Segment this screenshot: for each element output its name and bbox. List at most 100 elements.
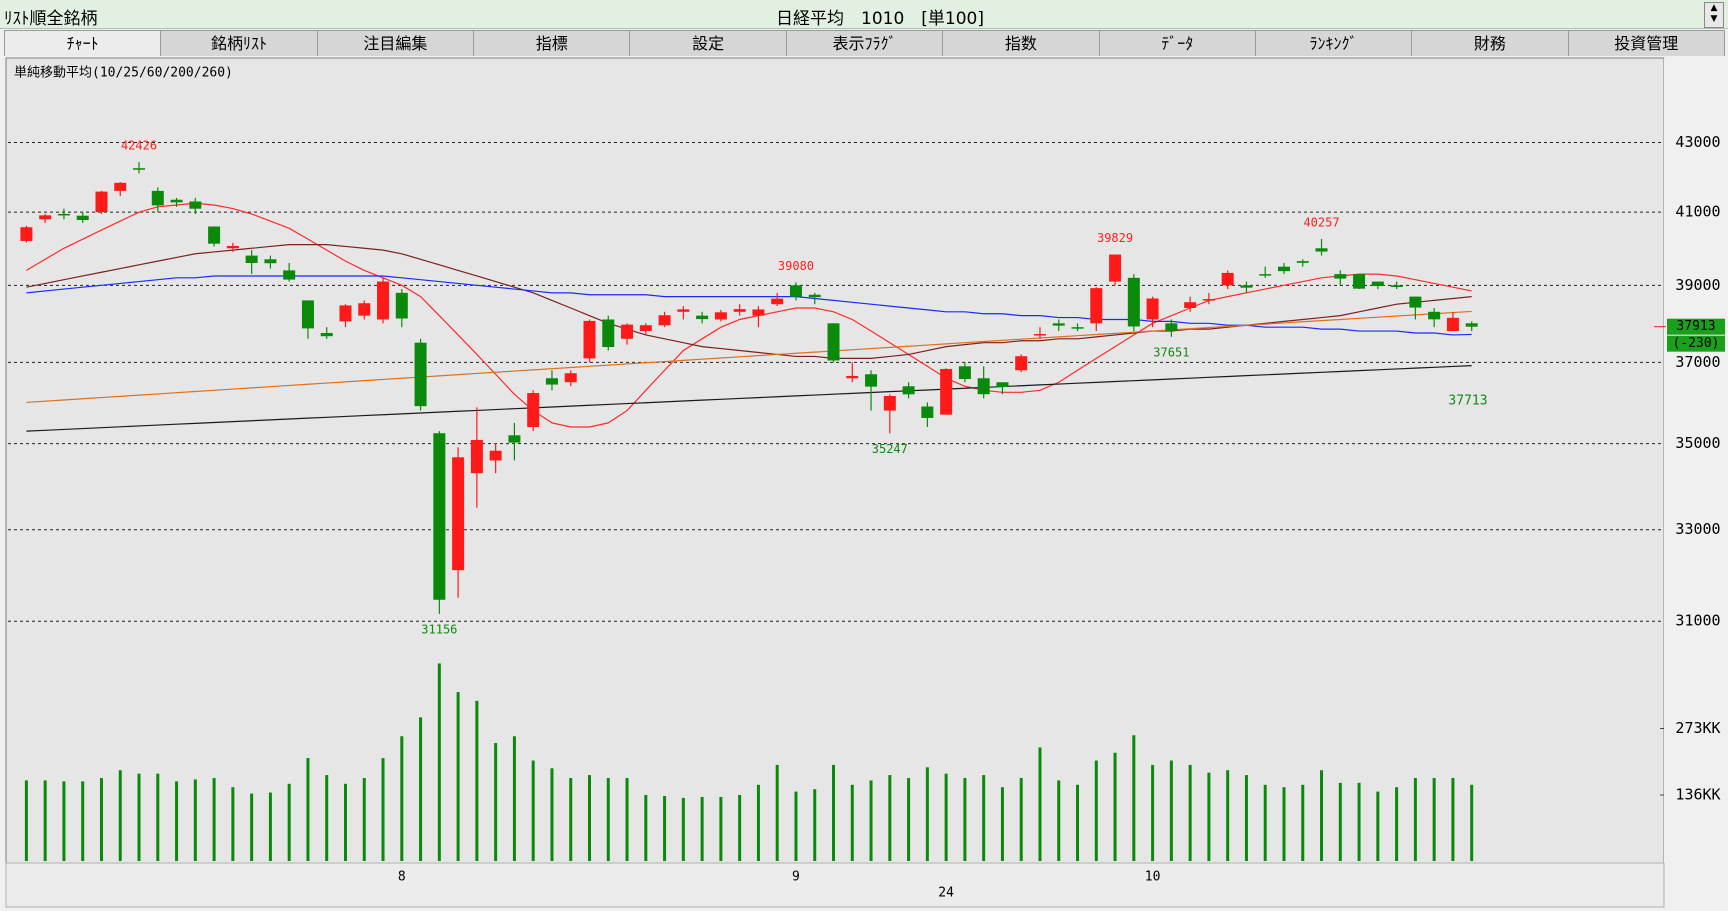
candle-body [1184, 302, 1197, 309]
spin-button[interactable]: ▲ ▼ [1704, 2, 1724, 28]
candle-body [95, 191, 108, 213]
y-tick-label: 33000 [1675, 520, 1720, 538]
volume-bar [325, 775, 329, 861]
tab[interactable]: ﾗﾝｷﾝｸﾞ [1254, 30, 1413, 56]
volume-bar [907, 777, 911, 861]
candle-body [1296, 261, 1309, 263]
volume-bar [775, 764, 779, 861]
volume-bar [700, 796, 704, 861]
volume-bar [982, 775, 986, 861]
candle-body [902, 386, 915, 395]
volume-bar [1320, 770, 1324, 861]
y-tick-label: 41000 [1675, 203, 1720, 221]
moving-average [26, 365, 1472, 432]
candle-body [170, 199, 183, 203]
volume-bar [1338, 782, 1342, 861]
tab-bar: ﾁｬｰﾄ 銘柄ﾘｽﾄ 注目編集 指標 設定 表示ﾌﾗｸﾞ 指数 ﾃﾞｰﾀ ﾗﾝｷﾝｸﾞ 財務 投資管… [4, 30, 1725, 56]
candle-body [489, 450, 502, 461]
volume-bar [794, 791, 798, 861]
volume-bar [1263, 784, 1267, 861]
moving-average [26, 275, 1472, 336]
candle-body [358, 303, 371, 316]
volume-bar [738, 794, 742, 861]
tab[interactable]: 注目編集 [316, 30, 475, 56]
tab[interactable]: 投資管理 [1567, 30, 1725, 56]
tab[interactable]: 設定 [629, 30, 787, 56]
volume-bar [512, 736, 516, 861]
volume-bar [1357, 782, 1361, 861]
moving-average [26, 310, 1472, 404]
volume-bar [1451, 777, 1455, 861]
candle-body [1052, 323, 1065, 326]
candle-body [846, 375, 859, 379]
candle-body [133, 168, 146, 170]
candle-body [1409, 296, 1422, 308]
volume-bar [1019, 777, 1023, 861]
candle-body [264, 259, 277, 264]
candle-body [1127, 277, 1140, 327]
candle-body [564, 373, 577, 383]
candle-body [1334, 274, 1347, 279]
volume-bar [756, 784, 760, 861]
candle-body [696, 315, 709, 320]
volume-bar [156, 773, 160, 861]
candle-body [508, 435, 521, 443]
tab[interactable]: ﾃﾞｰﾀ [1098, 30, 1256, 56]
candle-body [1390, 285, 1403, 288]
candle-body [883, 395, 896, 411]
candle-body [677, 309, 690, 312]
candle-body [1033, 334, 1046, 336]
volume-bar [1094, 760, 1098, 861]
candle-body [940, 368, 953, 415]
volume-bar [925, 767, 929, 861]
tab[interactable]: 財務 [1411, 30, 1569, 56]
volume-bar [681, 797, 685, 861]
x-tick-label: 10 [1145, 870, 1161, 885]
volume-bar [963, 777, 967, 861]
tab[interactable]: 表示ﾌﾗｸﾞ [785, 30, 944, 56]
tab[interactable]: 指標 [473, 30, 631, 56]
volume-bar [813, 789, 817, 861]
candle-body [57, 213, 70, 216]
low-label: 35247 [872, 442, 908, 456]
candle-body [189, 201, 202, 209]
volume-bar [1376, 791, 1380, 861]
candle-body [377, 281, 390, 320]
candle-body [1371, 281, 1384, 287]
volume-bar [494, 743, 498, 861]
volume-bar [1151, 764, 1155, 861]
high-label: 39080 [778, 259, 814, 273]
last-price: 37913 [1676, 319, 1715, 334]
candle-body [1146, 298, 1159, 320]
candle-body [752, 309, 765, 316]
candle-body [470, 439, 483, 474]
volume-bar [1244, 775, 1248, 861]
volume-bar [1207, 772, 1211, 861]
volume-bar [475, 700, 479, 861]
candle-body [320, 332, 333, 337]
y-tick-label: 43000 [1675, 133, 1720, 151]
volume-bar [306, 758, 310, 861]
x-tick-label: 9 [792, 870, 800, 885]
candle-body [1071, 327, 1084, 329]
volume-bar [625, 777, 629, 861]
tab[interactable]: 銘柄ﾘｽﾄ [160, 30, 318, 56]
volume-bar [606, 777, 610, 861]
candle-body [865, 374, 878, 387]
volume-bar [268, 792, 272, 861]
volume-bar [1413, 777, 1417, 861]
subtitle: 単純移動平均(10/25/60/200/260) [14, 65, 233, 81]
volume-bar [569, 777, 573, 861]
candle-body [1165, 323, 1178, 331]
volume-bar [588, 775, 591, 861]
tab[interactable]: 指数 [942, 30, 1100, 56]
candle-body [114, 182, 127, 191]
volume-bar [944, 773, 948, 861]
volume-bar [287, 783, 291, 861]
volume-bar [193, 779, 197, 861]
candle-body [1428, 311, 1441, 320]
volume-bar [1188, 764, 1192, 861]
volume-bar [1395, 787, 1399, 861]
